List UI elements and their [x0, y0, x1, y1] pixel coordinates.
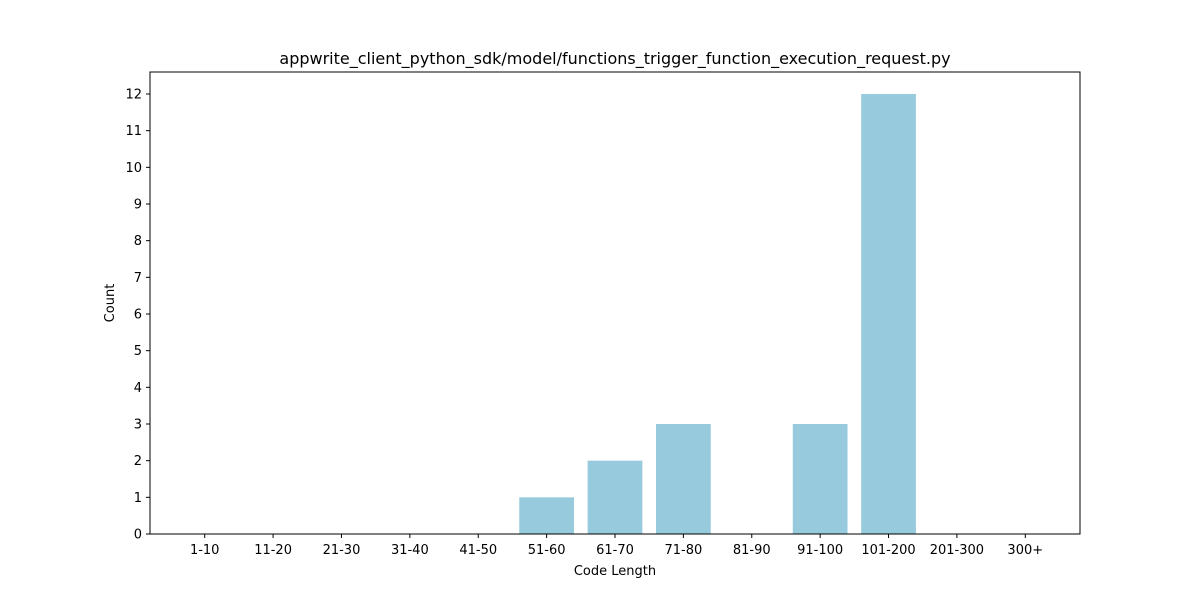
x-tick-label: 101-200 — [861, 543, 915, 558]
y-tick-label: 2 — [134, 454, 142, 469]
x-tick-label: 1-10 — [190, 543, 220, 558]
plot-frame — [149, 71, 1081, 535]
y-tick-label: 10 — [125, 161, 142, 176]
bar-91-100 — [792, 424, 848, 534]
y-tick-label: 11 — [125, 124, 142, 139]
x-tick-label: 81-90 — [733, 543, 771, 558]
y-tick-label: 4 — [134, 381, 142, 396]
y-tick-label: 0 — [134, 528, 142, 543]
y-tick-label: 9 — [134, 198, 142, 213]
bar-51-60 — [519, 497, 574, 534]
chart-title: appwrite_client_python_sdk/model/functio… — [279, 49, 950, 69]
y-tick-label: 5 — [134, 344, 142, 359]
x-tick-label: 71-80 — [664, 543, 702, 558]
x-tick-label: 31-40 — [391, 543, 429, 558]
x-tick-label: 21-30 — [323, 543, 361, 558]
bars-layer — [519, 94, 916, 534]
y-tick-label: 7 — [134, 271, 142, 286]
y-tick-label: 8 — [134, 234, 142, 249]
y-tick-label: 1 — [134, 491, 142, 506]
x-axis-label: Code Length — [574, 564, 656, 579]
x-tick-label: 91-100 — [797, 543, 843, 558]
y-axis-label: Count — [103, 284, 118, 323]
x-tick-label: 61-70 — [596, 543, 634, 558]
x-tick-label: 51-60 — [528, 543, 566, 558]
y-tick-label: 6 — [134, 308, 142, 323]
x-tick-label: 300+ — [1007, 543, 1043, 558]
bar-61-70 — [587, 460, 643, 534]
bar-71-80 — [656, 424, 711, 534]
x-tick-label: 11-20 — [254, 543, 292, 558]
bar-101-200 — [861, 94, 916, 534]
x-tick-label: 201-300 — [930, 543, 984, 558]
x-tick-label: 41-50 — [459, 543, 497, 558]
x-axis: 1-10 11-20 21-30 31-40 41-50 51-60 61-70 71-80 8… — [190, 534, 1043, 558]
y-tick-label: 12 — [125, 88, 142, 103]
y-tick-label: 3 — [134, 418, 142, 433]
